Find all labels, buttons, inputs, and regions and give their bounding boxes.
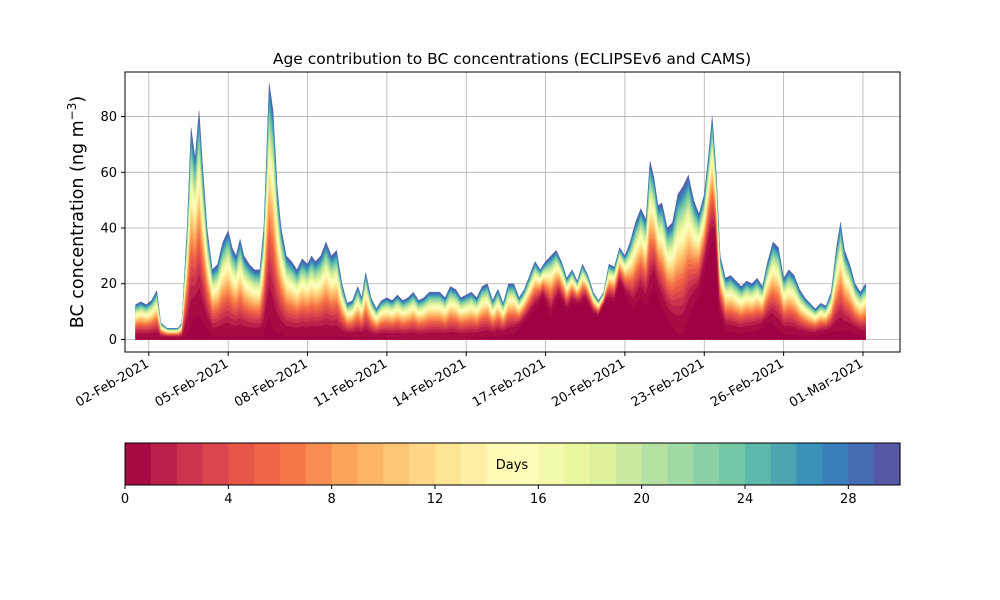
y-axis: 0 20 40 60 80 — [100, 110, 125, 348]
colorbar-cells — [125, 443, 901, 485]
colorbar-cell — [383, 443, 410, 485]
y-tick-label: 20 — [100, 277, 117, 292]
colorbar-tick-label: 16 — [530, 492, 547, 507]
colorbar-cell — [538, 443, 565, 485]
colorbar-tick-label: 4 — [224, 492, 232, 507]
colorbar-cell — [435, 443, 462, 485]
colorbar-cell — [150, 443, 178, 485]
colorbar-cell — [486, 443, 514, 485]
y-tick-label: 40 — [100, 222, 117, 237]
colorbar-cell — [254, 443, 281, 485]
colorbar-frame — [124, 442, 901, 486]
colorbar-cell — [745, 443, 772, 485]
colorbar: Days 0 4 8 12 16 20 24 28 — [121, 442, 901, 507]
colorbar-label: Days — [496, 458, 529, 473]
colorbar-cell — [641, 443, 669, 485]
plot-area: 02-Feb-2021 05-Feb-2021 08-Feb-2021 11-Feb-… — [73, 71, 901, 411]
colorbar-cell — [512, 443, 539, 485]
colorbar-cell — [667, 443, 694, 485]
y-axis-label-main: BC concentration (ng m — [68, 120, 88, 328]
colorbar-cell — [280, 443, 307, 485]
colorbar-cell — [409, 443, 436, 485]
colorbar-cell — [590, 443, 617, 485]
colorbar-cell — [357, 443, 384, 485]
y-tick-label: 60 — [100, 166, 117, 181]
colorbar-cell — [125, 443, 152, 485]
colorbar-cell — [615, 443, 643, 485]
axes-frame — [124, 71, 901, 353]
colorbar-tick-label: 28 — [840, 492, 857, 507]
colorbar-tick-label: 20 — [633, 492, 650, 507]
colorbar-tick-label: 0 — [121, 492, 129, 507]
colorbar-cell — [331, 443, 359, 485]
colorbar-cell — [822, 443, 849, 485]
y-axis-label-close: ) — [68, 96, 88, 103]
stacked-area-layers — [135, 83, 866, 340]
colorbar-cell — [460, 443, 488, 485]
colorbar-cell — [770, 443, 798, 485]
colorbar-cell — [564, 443, 591, 485]
colorbar-tick-label: 24 — [737, 492, 754, 507]
colorbar-tick-label: 8 — [328, 492, 336, 507]
colorbar-cell — [176, 443, 204, 485]
colorbar-cell — [874, 443, 901, 485]
colorbar-cell — [693, 443, 720, 485]
colorbar-cell — [796, 443, 824, 485]
colorbar-ticks: 0 4 8 12 16 20 24 28 — [121, 485, 857, 507]
colorbar-cell — [719, 443, 746, 485]
y-tick-label: 80 — [100, 110, 117, 125]
colorbar-cell — [202, 443, 229, 485]
y-axis-label: BC concentration (ng m−3) — [65, 96, 88, 328]
colorbar-cell — [848, 443, 875, 485]
colorbar-tick-label: 12 — [427, 492, 444, 507]
colorbar-cell — [228, 443, 255, 485]
chart-title: Age contribution to BC concentrations (E… — [273, 50, 751, 68]
y-tick-label: 0 — [109, 333, 117, 348]
colorbar-cell — [305, 443, 333, 485]
y-axis-label-exponent: −3 — [65, 103, 79, 121]
